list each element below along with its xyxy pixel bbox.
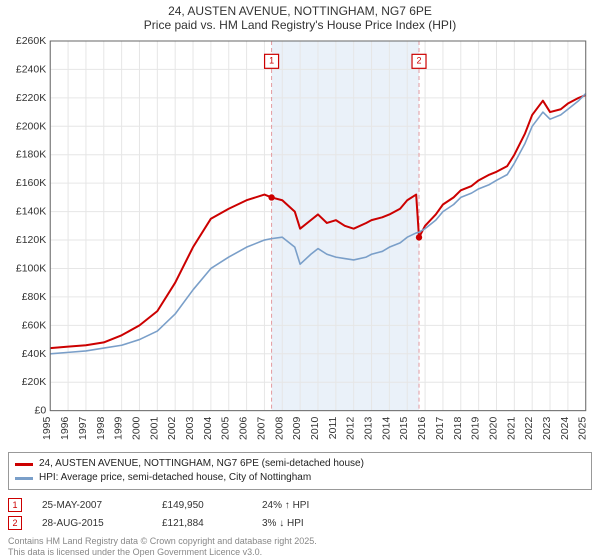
svg-text:£0: £0 bbox=[35, 405, 47, 416]
svg-text:2018: 2018 bbox=[453, 416, 464, 439]
svg-text:£200K: £200K bbox=[16, 121, 46, 132]
legend-swatch bbox=[15, 463, 33, 465]
svg-text:2015: 2015 bbox=[399, 416, 410, 439]
sale-row: 2 28-AUG-2015 £121,884 3% ↓ HPI bbox=[8, 514, 592, 532]
svg-text:2009: 2009 bbox=[292, 416, 303, 439]
svg-text:2005: 2005 bbox=[221, 416, 232, 439]
sale-row: 1 25-MAY-2007 £149,950 24% ↑ HPI bbox=[8, 496, 592, 514]
legend-and-sales: 24, AUSTEN AVENUE, NOTTINGHAM, NG7 6PE (… bbox=[8, 452, 592, 558]
svg-text:2020: 2020 bbox=[488, 416, 499, 439]
svg-text:£80K: £80K bbox=[22, 292, 47, 303]
legend-label: 24, AUSTEN AVENUE, NOTTINGHAM, NG7 6PE (… bbox=[39, 457, 364, 471]
sale-date: 28-AUG-2015 bbox=[42, 518, 142, 529]
svg-text:1995: 1995 bbox=[42, 416, 53, 439]
svg-text:1997: 1997 bbox=[78, 416, 89, 439]
svg-text:2006: 2006 bbox=[239, 416, 250, 439]
svg-text:2003: 2003 bbox=[185, 416, 196, 439]
title-line1: 24, AUSTEN AVENUE, NOTTINGHAM, NG7 6PE bbox=[8, 4, 592, 18]
svg-text:2013: 2013 bbox=[364, 416, 375, 439]
title-block: 24, AUSTEN AVENUE, NOTTINGHAM, NG7 6PE P… bbox=[8, 4, 592, 33]
svg-text:£180K: £180K bbox=[16, 150, 46, 161]
sale-date: 25-MAY-2007 bbox=[42, 500, 142, 511]
sale-marker: 2 bbox=[8, 516, 22, 530]
sale-price: £149,950 bbox=[162, 500, 242, 511]
svg-text:2010: 2010 bbox=[310, 416, 321, 439]
svg-text:£260K: £260K bbox=[16, 37, 46, 47]
chart-area: £0 £20K £40K £60K £80K £100K £120K £140K £160K £1… bbox=[8, 37, 592, 447]
svg-text:£60K: £60K bbox=[22, 320, 47, 331]
svg-text:1996: 1996 bbox=[60, 416, 71, 439]
svg-text:2011: 2011 bbox=[328, 416, 339, 439]
attribution-line: This data is licensed under the Open Gov… bbox=[8, 547, 592, 558]
svg-text:1999: 1999 bbox=[114, 416, 125, 439]
svg-text:2021: 2021 bbox=[506, 416, 517, 439]
svg-text:2004: 2004 bbox=[203, 416, 214, 439]
svg-text:£100K: £100K bbox=[16, 263, 46, 274]
svg-text:2000: 2000 bbox=[131, 416, 142, 439]
svg-text:2024: 2024 bbox=[560, 416, 571, 439]
sales-table: 1 25-MAY-2007 £149,950 24% ↑ HPI 2 28-AU… bbox=[8, 496, 592, 532]
svg-text:2019: 2019 bbox=[471, 416, 482, 439]
sale-marker: 1 bbox=[8, 498, 22, 512]
svg-text:1998: 1998 bbox=[96, 416, 107, 439]
svg-text:£240K: £240K bbox=[16, 64, 46, 75]
chart-container: 24, AUSTEN AVENUE, NOTTINGHAM, NG7 6PE P… bbox=[0, 0, 600, 560]
sale-delta: 24% ↑ HPI bbox=[262, 500, 309, 511]
svg-text:£140K: £140K bbox=[16, 206, 46, 217]
title-line2: Price paid vs. HM Land Registry's House … bbox=[8, 18, 592, 32]
legend-item: 24, AUSTEN AVENUE, NOTTINGHAM, NG7 6PE (… bbox=[15, 457, 585, 471]
chart-svg: £0 £20K £40K £60K £80K £100K £120K £140K £160K £1… bbox=[8, 37, 592, 447]
svg-text:£120K: £120K bbox=[16, 235, 46, 246]
svg-text:2025: 2025 bbox=[578, 416, 589, 439]
svg-text:£160K: £160K bbox=[16, 178, 46, 189]
attribution: Contains HM Land Registry data © Crown c… bbox=[8, 536, 592, 558]
svg-text:2012: 2012 bbox=[346, 416, 357, 439]
legend-swatch bbox=[15, 477, 33, 479]
legend: 24, AUSTEN AVENUE, NOTTINGHAM, NG7 6PE (… bbox=[8, 452, 592, 490]
svg-text:£40K: £40K bbox=[22, 349, 47, 360]
sale-delta: 3% ↓ HPI bbox=[262, 518, 304, 529]
legend-item: HPI: Average price, semi-detached house,… bbox=[15, 471, 585, 485]
svg-text:2: 2 bbox=[417, 55, 422, 65]
svg-text:2017: 2017 bbox=[435, 416, 446, 439]
svg-text:2014: 2014 bbox=[381, 416, 392, 439]
svg-text:2008: 2008 bbox=[274, 416, 285, 439]
legend-label: HPI: Average price, semi-detached house,… bbox=[39, 471, 311, 485]
svg-text:2001: 2001 bbox=[149, 416, 160, 439]
svg-text:2022: 2022 bbox=[524, 416, 535, 439]
svg-text:1: 1 bbox=[269, 55, 274, 65]
svg-text:£20K: £20K bbox=[22, 377, 47, 388]
attribution-line: Contains HM Land Registry data © Crown c… bbox=[8, 536, 592, 547]
svg-text:2002: 2002 bbox=[167, 416, 178, 439]
sale-price: £121,884 bbox=[162, 518, 242, 529]
svg-text:2007: 2007 bbox=[256, 416, 267, 439]
svg-text:2023: 2023 bbox=[542, 416, 553, 439]
svg-text:2016: 2016 bbox=[417, 416, 428, 439]
svg-text:£220K: £220K bbox=[16, 93, 46, 104]
